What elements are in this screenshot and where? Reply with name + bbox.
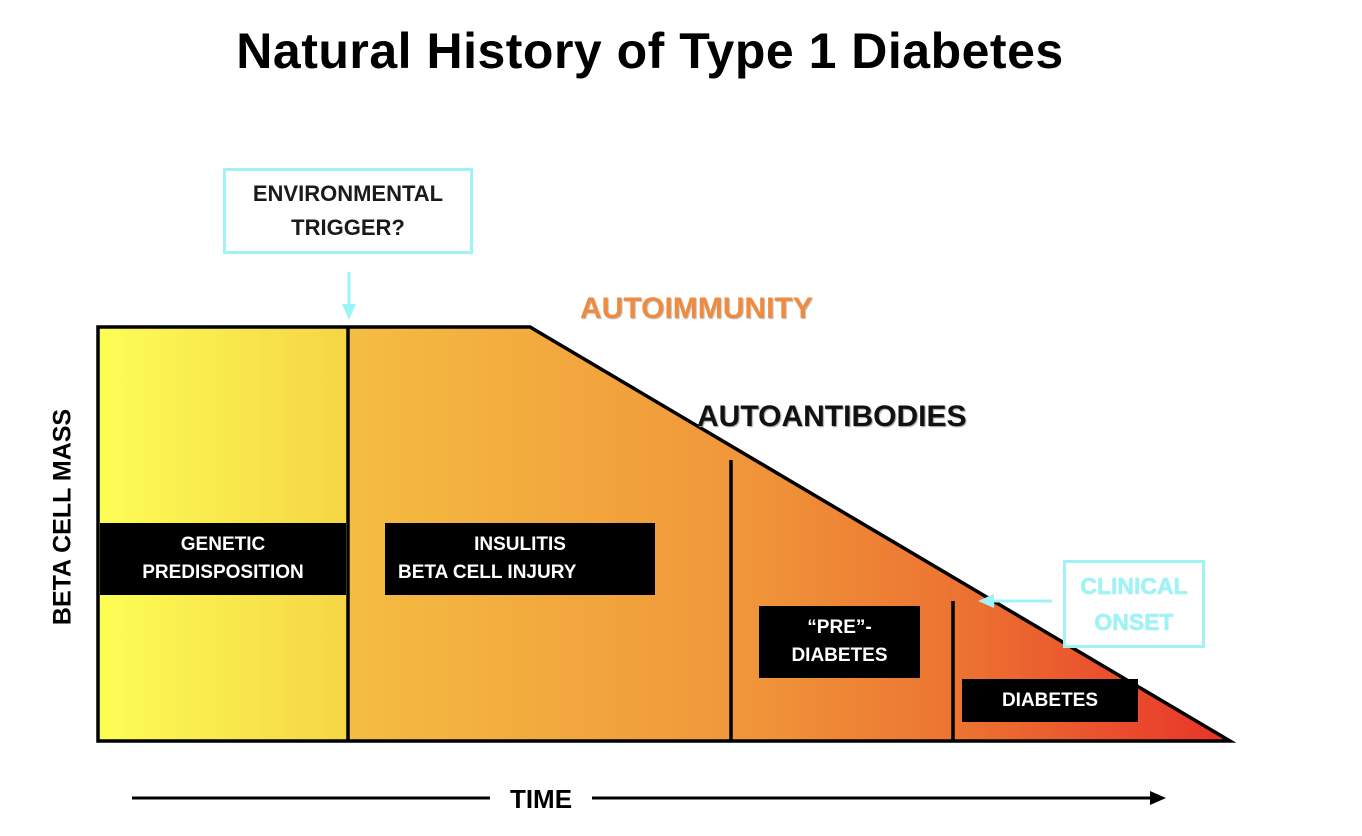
stage-label-genetic: GENETIC PREDISPOSITION: [100, 523, 346, 595]
time-axis-arrowhead: [1150, 791, 1166, 805]
stage-label-insulitis: INSULITIS BETA CELL INJURY: [385, 523, 655, 595]
environmental-trigger-callout: ENVIRONMENTAL TRIGGER?: [223, 168, 473, 254]
insulitis-line1: INSULITIS: [474, 534, 566, 555]
trigger-arrow-head: [342, 304, 356, 320]
prediabetes-line1: “PRE”-: [807, 617, 872, 638]
y-axis-label-text: BETA CELL MASS: [48, 408, 77, 626]
prediabetes-line2: DIABETES: [791, 645, 888, 666]
genetic-line2: PREDISPOSITION: [142, 562, 304, 583]
trigger-line2: TRIGGER?: [291, 215, 405, 240]
stage-label-diabetes: DIABETES: [962, 679, 1138, 722]
trigger-line1: ENVIRONMENTAL: [252, 181, 444, 206]
stage-label-prediabetes: “PRE”- DIABETES: [759, 606, 920, 678]
insulitis-line2: BETA CELL INJURY: [398, 562, 577, 583]
page-title: Natural History of Type 1 Diabetes: [236, 23, 1064, 79]
autoimmunity-label: AUTOIMMUNITY: [580, 292, 813, 325]
autoantibodies-label: AUTOANTIBODIES: [697, 400, 967, 433]
diabetes-label-text: DIABETES: [1001, 689, 1099, 711]
decline-region: [348, 327, 1230, 741]
onset-line2: ONSET: [1094, 609, 1174, 635]
x-axis-label: TIME: [496, 784, 586, 815]
onset-arrow-head: [978, 594, 994, 608]
genetic-line1: GENETIC: [180, 534, 266, 555]
onset-line1: CLINICAL: [1080, 573, 1188, 599]
diagram-outline: [96, 325, 1237, 743]
clinical-onset-callout: CLINICAL ONSET: [1063, 560, 1205, 648]
